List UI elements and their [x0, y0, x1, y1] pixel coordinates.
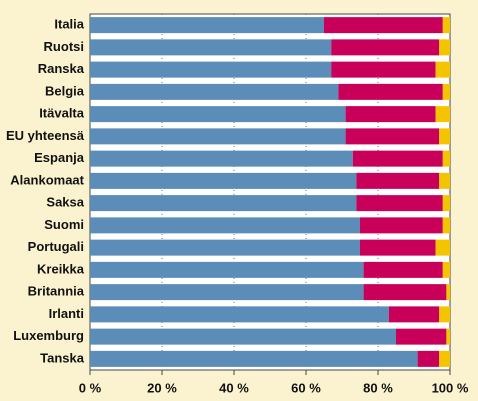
- bar-segment: [363, 284, 447, 301]
- bar-segment: [442, 261, 450, 278]
- bar-segment: [442, 195, 450, 212]
- bar-segment: [439, 128, 450, 145]
- bar-segment: [442, 150, 450, 167]
- bar-segment: [90, 39, 332, 56]
- y-tick-label: Kreikka: [37, 261, 85, 276]
- y-tick-label: Alankomaat: [10, 172, 84, 187]
- bar-segment: [442, 17, 450, 34]
- bar-segment: [442, 83, 450, 100]
- bar-segment: [388, 306, 440, 323]
- bar-segment: [331, 39, 440, 56]
- bar-segment: [90, 350, 418, 367]
- y-tick-label: Irlanti: [49, 306, 84, 321]
- x-tick-label: 20 %: [147, 380, 177, 395]
- bar-segment: [90, 328, 396, 345]
- bar-segment: [345, 128, 440, 145]
- bar-segment: [90, 306, 389, 323]
- bar-segment: [90, 150, 353, 167]
- bar-segment: [439, 172, 450, 189]
- y-tick-label: Tanska: [40, 350, 85, 365]
- bar-segment: [356, 172, 440, 189]
- bar-segment: [90, 83, 339, 100]
- bar-segment: [442, 217, 450, 234]
- bar-segment: [90, 284, 364, 301]
- y-tick-label: Italia: [54, 17, 84, 32]
- bar-segment: [435, 106, 450, 123]
- bar-segment: [435, 61, 450, 78]
- x-tick-label: 40 %: [219, 380, 249, 395]
- bar-segment: [363, 261, 443, 278]
- bar-segment: [446, 328, 450, 345]
- bar-segment: [360, 239, 436, 256]
- y-tick-label: Suomi: [44, 217, 84, 232]
- bar-segment: [417, 350, 440, 367]
- bar-segment: [446, 284, 450, 301]
- y-tick-label: Saksa: [46, 195, 84, 210]
- bar-segment: [90, 106, 346, 123]
- bar-segment: [90, 239, 360, 256]
- y-tick-label: Ruotsi: [44, 39, 84, 54]
- x-tick-label: 60 %: [291, 380, 321, 395]
- bar-segment: [90, 172, 357, 189]
- bar-segment: [331, 61, 436, 78]
- bar-segment: [360, 217, 443, 234]
- y-tick-label: Itävalta: [39, 106, 85, 121]
- y-tick-label: Belgia: [45, 83, 85, 98]
- bar-segment: [90, 61, 332, 78]
- bar-segment: [338, 83, 443, 100]
- bar-segment: [352, 150, 443, 167]
- y-tick-label: Ranska: [38, 61, 85, 76]
- bar-segment: [90, 261, 364, 278]
- bar-segment: [324, 17, 443, 34]
- bar-segment: [90, 128, 346, 145]
- x-tick-label: 80 %: [363, 380, 393, 395]
- bar-segment: [90, 217, 360, 234]
- bar-segment: [439, 306, 450, 323]
- bar-segment: [396, 328, 447, 345]
- bar-segment: [356, 195, 443, 212]
- bar-segment: [435, 239, 450, 256]
- y-tick-label: Luxemburg: [13, 328, 84, 343]
- bar-segment: [345, 106, 436, 123]
- x-tick-label: 0 %: [79, 380, 102, 395]
- y-tick-label: EU yhteensä: [6, 128, 85, 143]
- bar-segment: [90, 17, 324, 34]
- x-tick-label: 100 %: [432, 380, 469, 395]
- bar-segment: [439, 350, 450, 367]
- y-tick-label: Portugali: [28, 239, 84, 254]
- y-tick-label: Britannia: [28, 284, 85, 299]
- bar-segment: [90, 195, 357, 212]
- bar-segment: [439, 39, 450, 56]
- y-tick-label: Espanja: [34, 150, 85, 165]
